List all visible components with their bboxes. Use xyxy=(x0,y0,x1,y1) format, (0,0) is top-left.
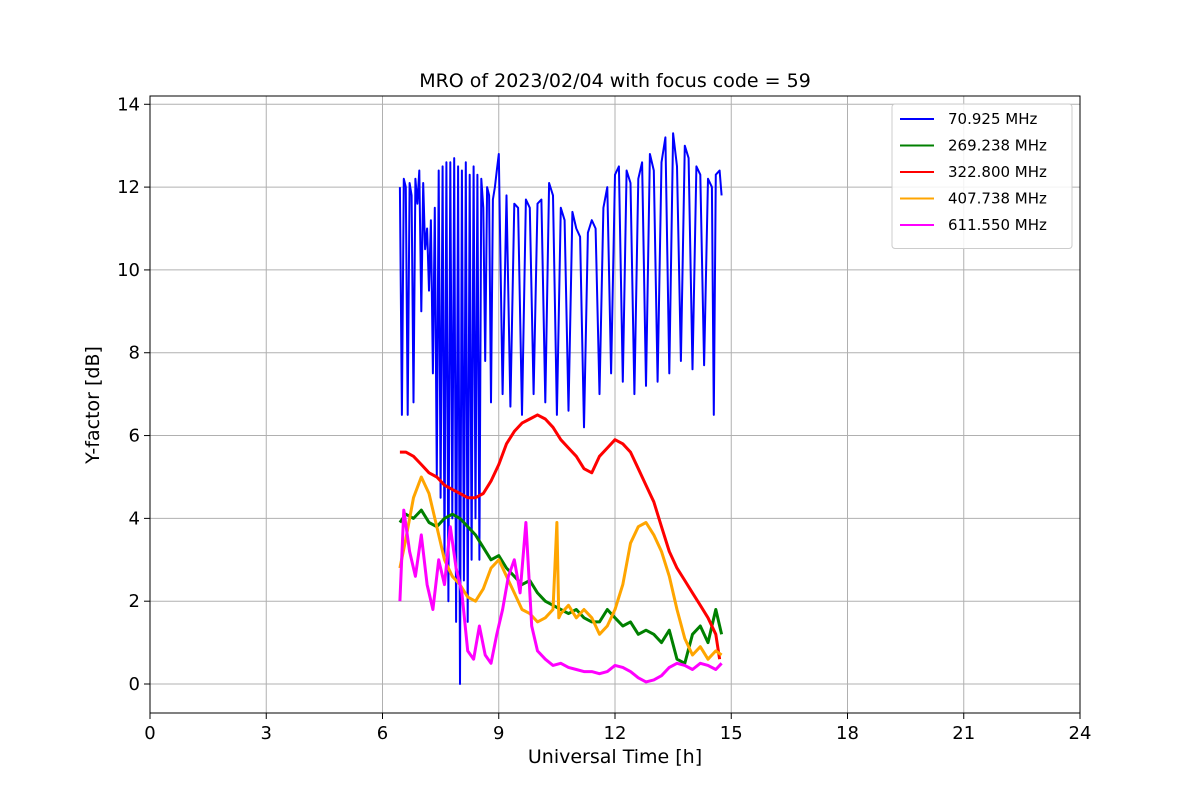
legend-label: 407.738 MHz xyxy=(948,190,1047,208)
x-tick-label: 21 xyxy=(952,723,975,744)
y-tick-label: 8 xyxy=(129,343,140,364)
x-tick-label: 6 xyxy=(377,723,388,744)
x-tick-label: 9 xyxy=(493,723,504,744)
y-axis-title: Y-factor [dB] xyxy=(82,346,104,465)
series-line-4 xyxy=(398,508,723,684)
legend-label: 322.800 MHz xyxy=(948,163,1047,181)
x-tick-label: 3 xyxy=(261,723,272,744)
legend-box xyxy=(891,103,1073,249)
axes xyxy=(144,95,1081,719)
y-tick-label: 6 xyxy=(129,426,140,447)
y-tick-label: 10 xyxy=(117,260,140,281)
y-tick-label: 0 xyxy=(129,674,140,695)
y-tick-label: 14 xyxy=(117,94,140,115)
series-line-2 xyxy=(399,413,722,660)
y-tick-label: 4 xyxy=(129,508,140,529)
series-line-1 xyxy=(398,508,724,665)
y-tick-label: 2 xyxy=(129,591,140,612)
x-tick-label: 18 xyxy=(836,723,859,744)
series-line-0 xyxy=(398,132,723,685)
x-axis-title: Universal Time [h] xyxy=(528,746,702,768)
legend-label: 70.925 MHz xyxy=(948,110,1037,128)
x-tick-label: 0 xyxy=(144,723,155,744)
series-lines xyxy=(398,132,724,685)
series-line-3 xyxy=(398,475,723,661)
legend-label: 611.550 MHz xyxy=(948,216,1047,234)
grid-lines xyxy=(149,96,1081,713)
chart-title: MRO of 2023/02/04 with focus code = 59 xyxy=(419,70,811,92)
legend-label: 269.238 MHz xyxy=(948,137,1047,155)
y-tick-label: 12 xyxy=(117,177,140,198)
legend: 70.925 MHz 269.238 MHz 322.800 MHz 407.7… xyxy=(891,103,1073,249)
x-tick-label: 15 xyxy=(720,723,743,744)
x-tick-label: 24 xyxy=(1069,723,1092,744)
x-tick-label: 12 xyxy=(604,723,627,744)
